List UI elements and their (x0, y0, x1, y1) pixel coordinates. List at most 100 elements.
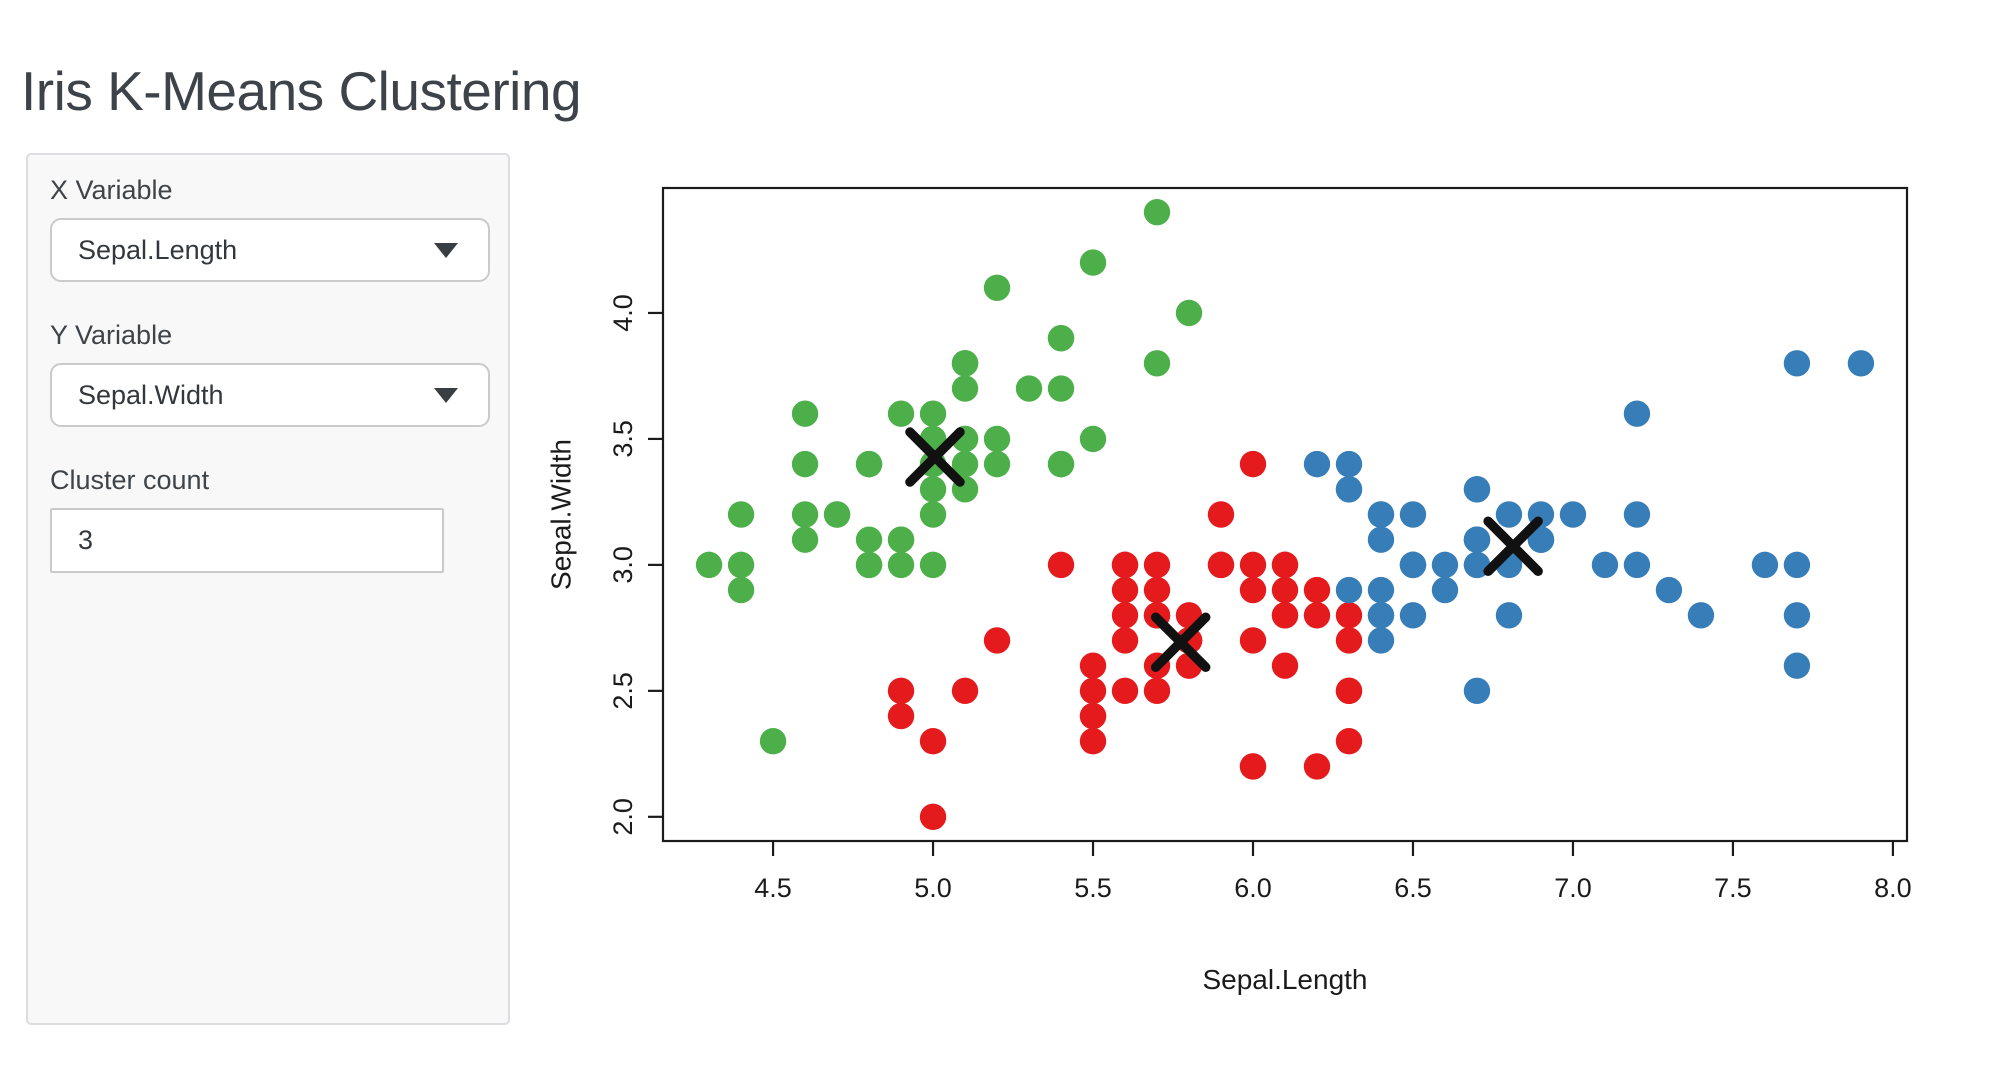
data-point-cluster-green (1047, 375, 1075, 402)
data-point-cluster-red (1143, 576, 1171, 604)
data-point-cluster-green (919, 501, 947, 528)
cluster-count-input[interactable] (50, 508, 444, 573)
data-point-cluster-red (1111, 627, 1139, 654)
data-point-cluster-green (1015, 375, 1043, 402)
data-point-cluster-green (887, 526, 915, 553)
data-point-cluster-blue (1303, 450, 1331, 478)
data-point-cluster-blue (1335, 476, 1363, 503)
data-point-cluster-red (1079, 652, 1107, 679)
x-axis-tick-label: 7.5 (1714, 873, 1752, 903)
data-point-cluster-green (727, 576, 755, 604)
data-point-cluster-red (1047, 551, 1075, 579)
y-variable-selected-value: Sepal.Width (78, 379, 224, 410)
y-axis-tick-label: 3.0 (608, 546, 638, 584)
x-axis-tick-label: 6.5 (1394, 873, 1432, 903)
data-point-cluster-blue (1431, 576, 1459, 604)
data-point-cluster-red (919, 803, 947, 831)
data-point-cluster-green (791, 526, 819, 553)
data-point-cluster-blue (1687, 602, 1715, 629)
data-point-cluster-blue (1783, 652, 1811, 679)
x-variable-label: X Variable (50, 175, 173, 205)
y-variable-select[interactable]: Sepal.Width (50, 363, 490, 427)
data-point-cluster-red (1239, 450, 1267, 478)
data-point-cluster-blue (1335, 450, 1363, 478)
data-point-cluster-blue (1335, 576, 1363, 604)
data-point-cluster-red (1303, 576, 1331, 604)
y-axis-tick-label: 2.0 (608, 798, 638, 836)
data-point-cluster-green (1143, 350, 1171, 377)
data-point-cluster-red (1335, 602, 1363, 629)
data-point-cluster-red (919, 728, 947, 755)
data-point-cluster-green (951, 450, 979, 478)
data-point-cluster-green (1175, 299, 1203, 327)
data-point-cluster-blue (1527, 526, 1555, 553)
cluster-centroid-marker-cluster-green (905, 427, 965, 487)
data-point-cluster-red (1303, 602, 1331, 629)
data-point-cluster-blue (1463, 677, 1491, 705)
data-point-cluster-green (1047, 450, 1075, 478)
data-point-cluster-red (1239, 551, 1267, 579)
data-point-cluster-blue (1367, 501, 1395, 528)
data-point-cluster-green (791, 450, 819, 478)
x-variable-select[interactable]: Sepal.Length (50, 218, 490, 282)
data-point-cluster-green (983, 450, 1011, 478)
data-point-cluster-green (1079, 425, 1107, 453)
data-point-cluster-green (759, 728, 787, 755)
data-point-cluster-red (1239, 627, 1267, 654)
data-point-cluster-red (1143, 551, 1171, 579)
y-axis-title: Sepal.Width (545, 439, 576, 590)
data-point-cluster-blue (1559, 501, 1587, 528)
data-point-cluster-red (1271, 602, 1299, 629)
data-point-cluster-red (887, 702, 915, 730)
data-point-cluster-red (1207, 551, 1235, 579)
data-point-cluster-green (855, 450, 883, 478)
data-point-cluster-red (1335, 677, 1363, 705)
data-point-cluster-blue (1463, 476, 1491, 503)
y-variable-label: Y Variable (50, 320, 173, 350)
x-axis-title: Sepal.Length (1202, 964, 1367, 995)
x-axis-tick-label: 6.0 (1234, 873, 1272, 903)
data-point-cluster-blue (1399, 551, 1427, 579)
data-point-cluster-green (1079, 249, 1107, 276)
data-point-cluster-red (887, 677, 915, 705)
data-point-cluster-blue (1367, 602, 1395, 629)
x-axis-tick-label: 5.0 (914, 873, 952, 903)
data-point-cluster-green (791, 400, 819, 427)
x-axis-tick-label: 4.5 (754, 873, 792, 903)
data-point-cluster-green (887, 551, 915, 579)
data-point-cluster-blue (1367, 526, 1395, 553)
sidebar-panel: X Variable Sepal.Length Y Variable Sepal… (26, 153, 510, 1025)
data-point-cluster-red (1239, 576, 1267, 604)
data-point-cluster-red (951, 677, 979, 705)
data-point-cluster-green (919, 476, 947, 503)
data-point-cluster-red (1335, 728, 1363, 755)
x-variable-group: X Variable Sepal.Length (50, 175, 490, 282)
data-point-cluster-green (919, 551, 947, 579)
data-point-cluster-blue (1655, 576, 1683, 604)
data-point-cluster-blue (1495, 501, 1523, 528)
data-point-cluster-red (1207, 501, 1235, 528)
y-variable-group: Y Variable Sepal.Width (50, 320, 490, 427)
data-point-cluster-green (887, 400, 915, 427)
x-variable-selected-value: Sepal.Length (78, 234, 238, 265)
data-point-cluster-green (855, 526, 883, 553)
data-point-cluster-blue (1751, 551, 1779, 579)
data-point-cluster-red (1111, 576, 1139, 604)
data-point-cluster-red (1335, 627, 1363, 654)
plot-frame (661, 186, 1909, 843)
data-point-cluster-blue (1847, 350, 1875, 377)
data-point-cluster-red (1303, 753, 1331, 780)
data-point-cluster-blue (1783, 350, 1811, 377)
data-point-cluster-red (1079, 702, 1107, 730)
data-point-cluster-blue (1399, 602, 1427, 629)
data-point-cluster-green (983, 274, 1011, 301)
data-point-cluster-green (727, 501, 755, 528)
data-point-cluster-green (823, 501, 851, 528)
data-point-cluster-blue (1623, 501, 1651, 528)
data-point-cluster-green (855, 551, 883, 579)
data-point-cluster-red (1111, 551, 1139, 579)
cluster-count-label: Cluster count (50, 465, 210, 495)
cluster-centroid-marker-cluster-red (1150, 612, 1211, 672)
data-point-cluster-blue (1463, 526, 1491, 553)
data-point-cluster-red (1111, 602, 1139, 629)
